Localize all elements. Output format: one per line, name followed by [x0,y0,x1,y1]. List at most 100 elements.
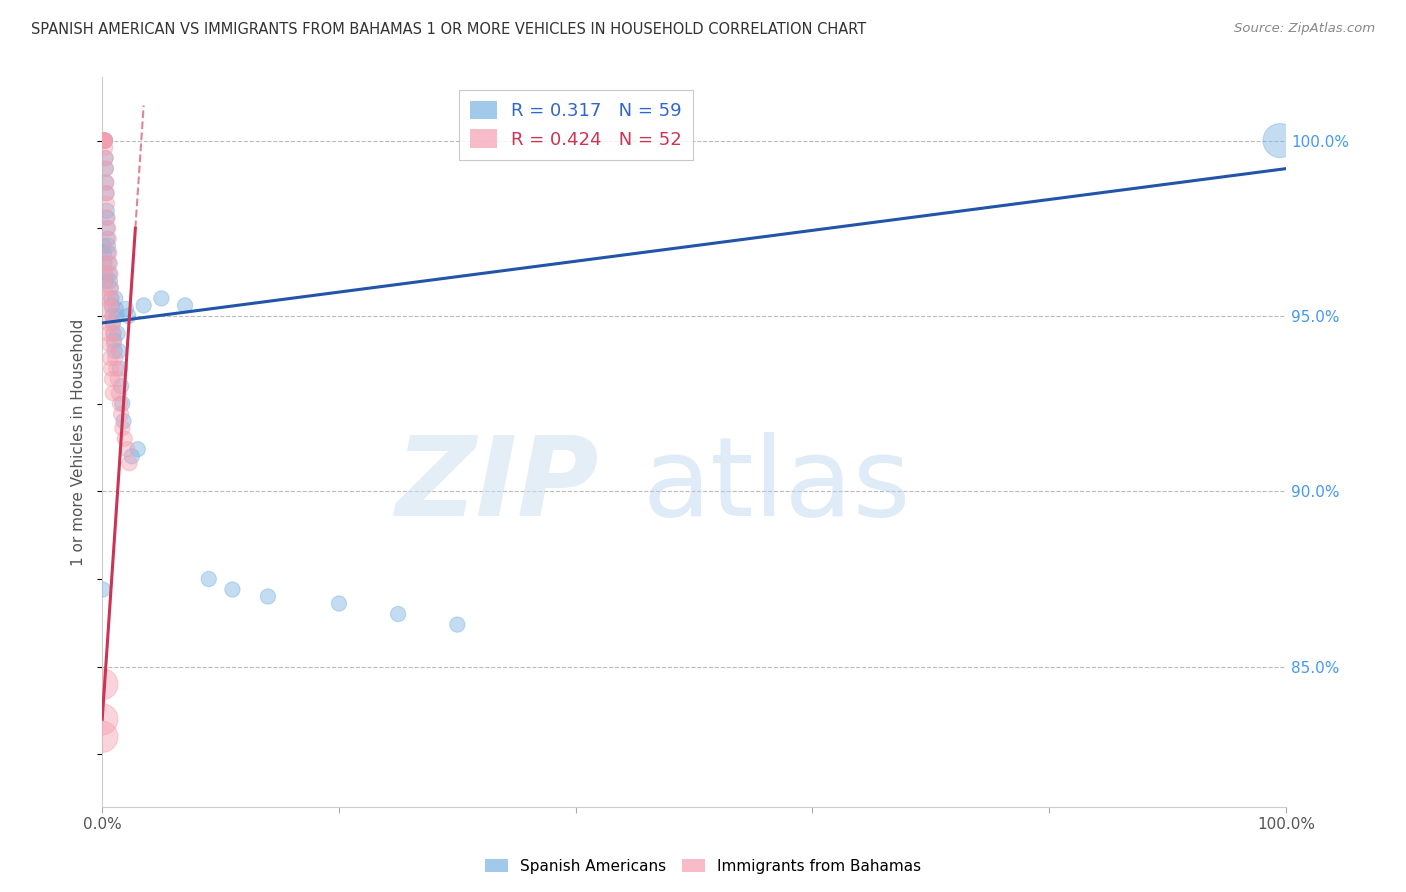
Point [93,134,115,148]
Point [96,211,118,225]
Point [98,245,121,260]
Point [107,372,129,386]
Point [96,196,118,211]
Point [97,221,120,235]
Point [112,414,135,428]
Point [100,292,122,306]
Point [96,232,118,246]
Point [221,582,243,597]
Point [93,134,115,148]
Point [98,274,121,288]
Point [118,456,141,470]
Point [111,397,134,411]
Point [91,582,114,597]
Point [91,134,114,148]
Point [93,134,115,148]
Point [97,232,120,246]
Point [91,677,114,691]
Point [94,134,117,148]
Point [97,239,120,253]
Point [94,274,117,288]
Point [446,617,468,632]
Point [257,590,280,604]
Point [127,442,149,457]
Point [110,379,132,393]
Point [91,712,114,726]
Point [105,309,128,323]
Point [94,134,117,148]
Point [93,245,115,260]
Point [117,309,139,323]
Legend: R = 0.317   N = 59, R = 0.424   N = 52: R = 0.317 N = 59, R = 0.424 N = 52 [458,90,693,160]
Point [100,361,122,376]
Point [121,449,143,463]
Point [103,326,125,341]
Point [96,316,118,330]
Point [197,572,219,586]
Point [96,186,118,201]
Point [94,267,117,281]
Point [115,442,138,457]
Text: ZIP: ZIP [396,433,599,540]
Point [94,281,117,295]
Point [98,256,121,270]
Point [94,134,117,148]
Point [104,301,127,316]
Point [97,256,120,270]
Point [107,386,129,401]
Point [101,301,124,316]
Point [103,326,125,341]
Point [100,298,122,312]
Point [94,151,117,165]
Point [97,245,120,260]
Point [100,281,122,295]
Point [93,134,115,148]
Point [108,361,131,376]
Point [93,134,115,148]
Point [96,186,118,201]
Point [91,134,114,148]
Point [93,134,115,148]
Point [107,344,129,359]
Point [98,267,121,281]
Point [328,597,350,611]
Point [104,351,127,365]
Point [150,292,173,306]
Point [115,301,138,316]
Point [111,421,134,435]
Point [101,309,124,323]
Point [387,607,409,621]
Point [91,730,114,744]
Point [96,203,118,218]
Point [132,298,155,312]
Point [100,267,122,281]
Point [94,161,117,176]
Point [94,292,117,306]
Point [101,386,124,401]
Point [91,134,114,148]
Point [107,326,129,341]
Y-axis label: 1 or more Vehicles in Household: 1 or more Vehicles in Household [72,318,86,566]
Text: SPANISH AMERICAN VS IMMIGRANTS FROM BAHAMAS 1 OR MORE VEHICLES IN HOUSEHOLD CORR: SPANISH AMERICAN VS IMMIGRANTS FROM BAHA… [31,22,866,37]
Point [103,337,125,351]
Point [108,397,131,411]
Text: atlas: atlas [643,433,911,540]
Point [93,134,115,148]
Point [91,134,114,148]
Text: Source: ZipAtlas.com: Source: ZipAtlas.com [1234,22,1375,36]
Point [105,361,128,376]
Point [101,316,124,330]
Point [93,256,115,270]
Point [94,151,117,165]
Point [93,134,115,148]
Point [97,326,120,341]
Point [104,344,127,359]
Point [96,211,118,225]
Point [93,134,115,148]
Legend: Spanish Americans, Immigrants from Bahamas: Spanish Americans, Immigrants from Baham… [479,853,927,880]
Point [110,407,132,421]
Point [94,161,117,176]
Point [104,292,127,306]
Point [91,134,114,148]
Point [98,351,121,365]
